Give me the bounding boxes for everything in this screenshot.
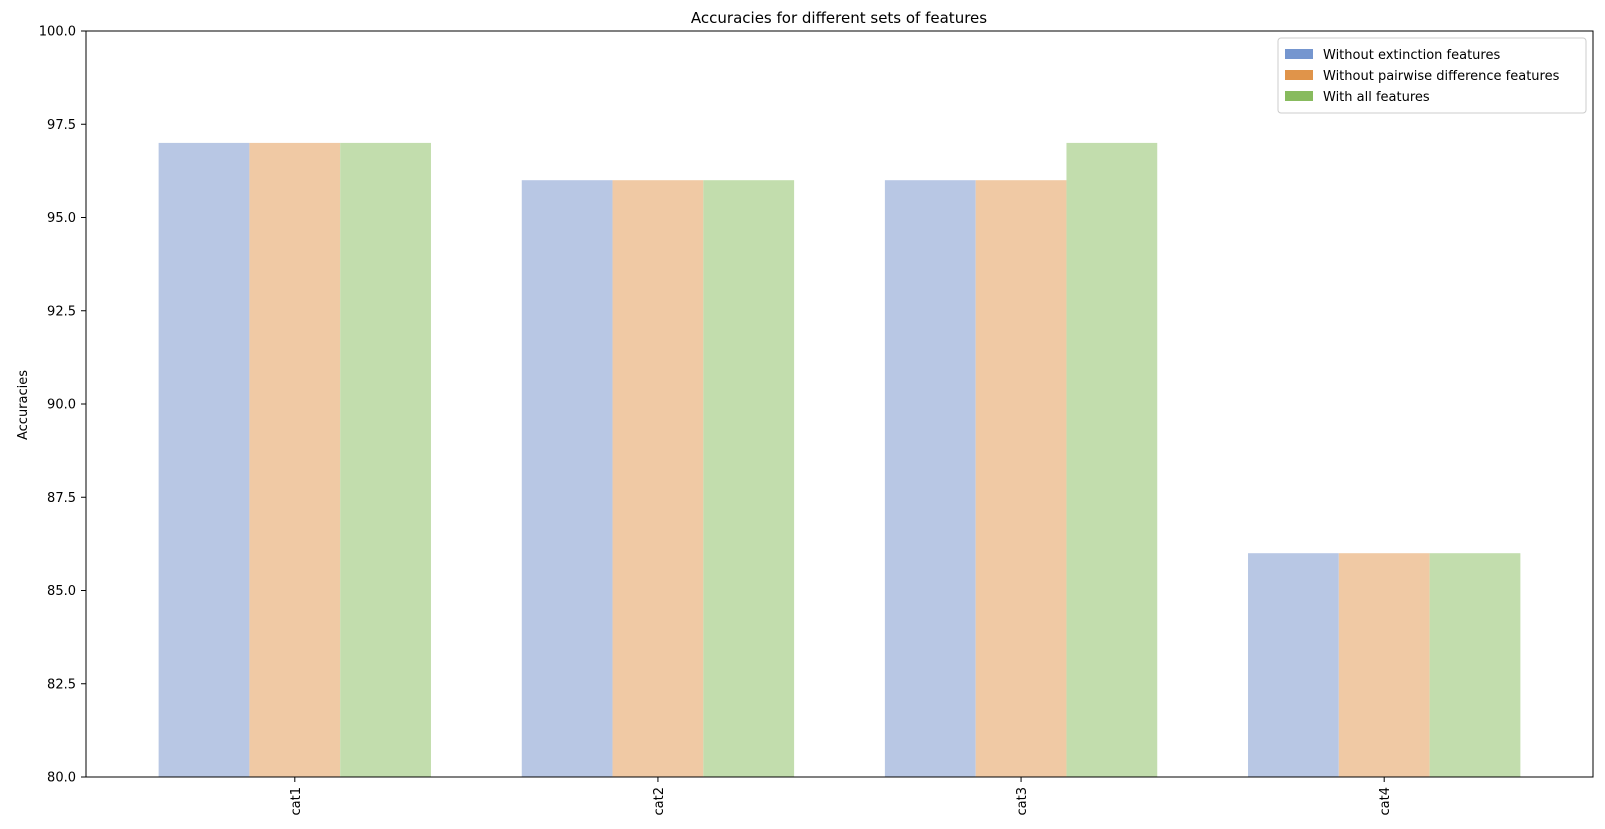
y-tick-label: 95.0 [47, 211, 76, 226]
bar-cat1-series-1 [158, 142, 250, 777]
legend-entry: Without extinction features [1323, 48, 1500, 63]
y-tick-label: 90.0 [47, 398, 76, 413]
y-tick-label: 87.5 [47, 491, 76, 506]
legend-box [1277, 37, 1587, 114]
bars-layer [158, 142, 1521, 777]
y-tick-label: 97.5 [47, 118, 76, 133]
bar-cat3-series-2 [975, 180, 1067, 777]
bar-cat3-series-1 [884, 180, 976, 777]
legend-swatch [1285, 70, 1313, 80]
bar-cat2-series-2 [612, 180, 704, 777]
y-tick-label: 100.0 [39, 25, 76, 40]
bar-cat2-series-3 [703, 180, 795, 777]
legend-swatch [1285, 91, 1313, 101]
y-tick-label: 82.5 [47, 677, 76, 692]
bar-cat3-series-3 [1066, 142, 1158, 777]
x-tick-label: cat3 [1015, 787, 1030, 815]
chart-title: Accuracies for different sets of feature… [691, 9, 987, 27]
bar-cat4-series-2 [1338, 553, 1430, 777]
legend-entry: Without pairwise difference features [1323, 69, 1560, 84]
legend: Without extinction features Without pairw… [1277, 37, 1587, 114]
bar-cat4-series-3 [1429, 553, 1521, 777]
x-tick-label: cat2 [652, 787, 667, 815]
axes-layer: cat1 cat2 cat3 cat4 80.0 82.5 85.0 87.5 90.0 92.5… [39, 25, 1594, 815]
x-tick-label: cat1 [289, 787, 304, 815]
y-tick-label: 85.0 [47, 584, 76, 599]
y-axis-label: Accuracies [16, 370, 31, 440]
x-tick-label: cat4 [1378, 787, 1393, 815]
bar-cat1-series-2 [249, 142, 341, 777]
y-tick-label: 80.0 [47, 771, 76, 786]
legend-entry: With all features [1323, 90, 1430, 105]
bar-cat1-series-3 [340, 142, 431, 777]
y-tick-label: 92.5 [47, 304, 76, 319]
legend-swatch [1285, 49, 1313, 59]
bar-cat2-series-1 [521, 180, 613, 777]
bar-cat4-series-1 [1248, 553, 1339, 777]
